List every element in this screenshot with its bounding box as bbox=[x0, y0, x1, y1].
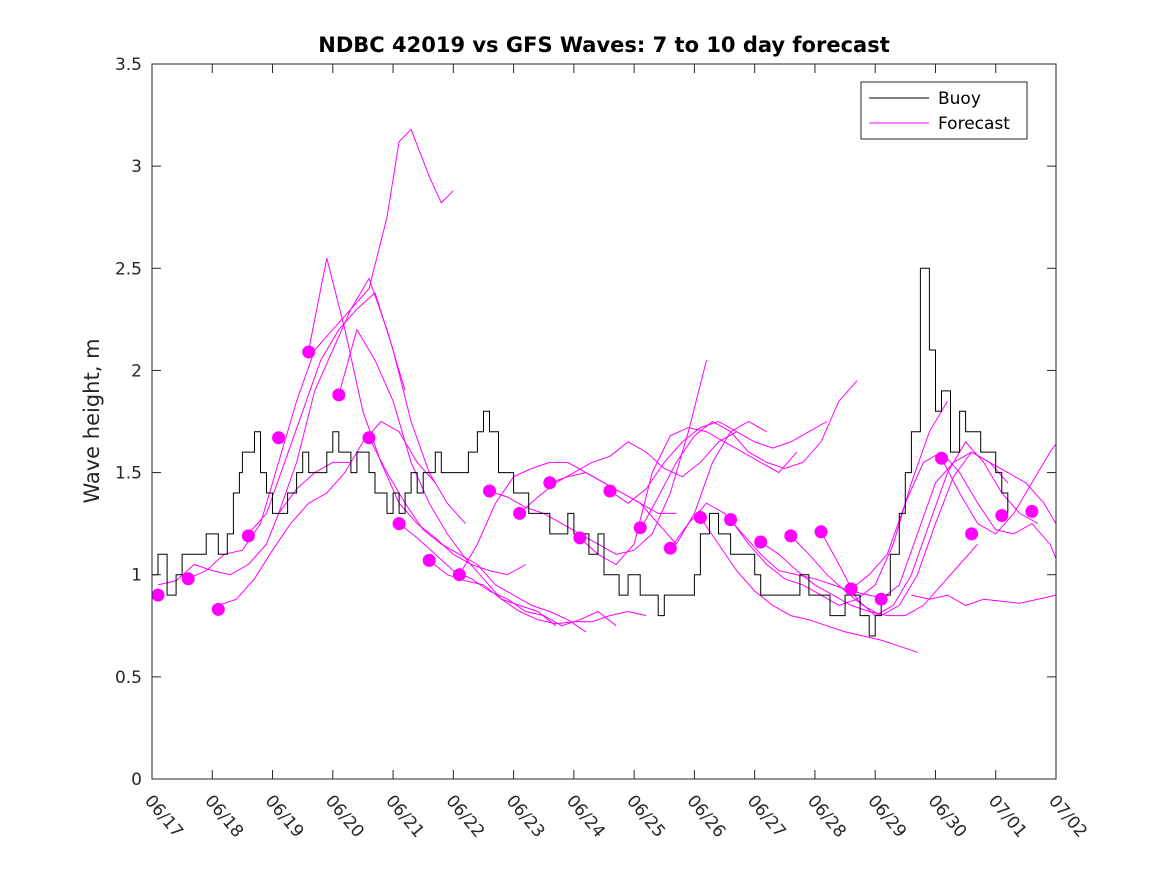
forecast-line-2 bbox=[218, 420, 436, 606]
forecast-marker-20 bbox=[754, 535, 768, 549]
y-tick-label-2: 1 bbox=[131, 566, 142, 586]
forecast-line-14 bbox=[579, 427, 798, 566]
forecast-line-24 bbox=[880, 451, 1057, 600]
forecast-marker-14 bbox=[573, 531, 587, 545]
legend-forecast-label: Forecast bbox=[938, 114, 1010, 134]
y-tick-label-7: 3.5 bbox=[115, 55, 142, 75]
forecast-line-0 bbox=[157, 461, 351, 586]
forecast-marker-3 bbox=[241, 529, 255, 543]
forecast-line-20 bbox=[760, 541, 979, 617]
y-axis-label: Wave height, m bbox=[80, 338, 104, 503]
forecast-marker-28 bbox=[1025, 504, 1039, 518]
chart-title: NDBC 42019 vs GFS Waves: 7 to 10 day for… bbox=[318, 33, 889, 57]
forecast-marker-7 bbox=[362, 431, 376, 445]
forecast-marker-8 bbox=[392, 517, 406, 531]
legend-box bbox=[860, 81, 1028, 140]
forecast-marker-1 bbox=[181, 572, 195, 586]
forecast-line-26 bbox=[941, 443, 1057, 535]
forecast-marker-21 bbox=[784, 529, 798, 543]
forecast-line-9 bbox=[428, 560, 647, 625]
plot-marks bbox=[151, 128, 1057, 653]
forecast-line-8 bbox=[398, 523, 617, 627]
forecast-line-19 bbox=[730, 400, 948, 606]
y-tick-label-4: 2 bbox=[131, 361, 142, 381]
forecast-marker-27 bbox=[995, 509, 1009, 522]
forecast-marker-4 bbox=[272, 431, 286, 445]
legend: Buoy Forecast bbox=[860, 81, 1028, 140]
forecast-marker-16 bbox=[633, 521, 647, 535]
y-tick-label-1: 0.5 bbox=[115, 668, 142, 688]
forecast-marker-0 bbox=[151, 588, 165, 602]
forecast-marker-19 bbox=[724, 513, 738, 527]
forecast-marker-17 bbox=[663, 541, 677, 555]
forecast-marker-18 bbox=[693, 511, 707, 524]
forecast-marker-24 bbox=[874, 592, 888, 606]
forecast-marker-23 bbox=[844, 582, 858, 596]
legend-buoy-label: Buoy bbox=[938, 89, 981, 109]
forecast-line-25 bbox=[911, 594, 1057, 606]
y-tick-label-3: 1.5 bbox=[115, 464, 142, 484]
y-axis-ticks: 0 0.5 1 1.5 2 2.5 3 3.5 bbox=[115, 55, 1056, 790]
forecast-marker-15 bbox=[603, 484, 617, 498]
forecast-line-6 bbox=[338, 328, 557, 627]
y-tick-label-5: 2.5 bbox=[115, 259, 142, 279]
forecast-line-23 bbox=[850, 451, 1057, 590]
forecast-line-5 bbox=[308, 257, 526, 576]
y-tick-label-0: 0 bbox=[131, 770, 142, 790]
forecast-line-15 bbox=[609, 420, 828, 504]
forecast-line-18 bbox=[699, 517, 918, 653]
forecast-marker-10 bbox=[452, 568, 466, 582]
buoy-line bbox=[152, 267, 1009, 637]
forecast-marker-13 bbox=[543, 476, 557, 490]
forecast-marker-6 bbox=[332, 388, 346, 402]
forecast-marker-25 bbox=[935, 451, 948, 465]
forecast-marker-9 bbox=[422, 553, 436, 567]
forecast-marker-11 bbox=[483, 484, 496, 498]
forecast-marker-22 bbox=[814, 525, 828, 539]
y-tick-label-6: 3 bbox=[131, 157, 142, 177]
forecast-line-16 bbox=[639, 380, 858, 531]
plot-frame bbox=[151, 63, 1057, 780]
forecast-marker-2 bbox=[211, 602, 225, 616]
forecast-line-4 bbox=[278, 128, 454, 514]
forecast-marker-5 bbox=[302, 345, 316, 359]
forecast-marker-12 bbox=[513, 506, 527, 520]
forecast-marker-26 bbox=[965, 527, 979, 541]
